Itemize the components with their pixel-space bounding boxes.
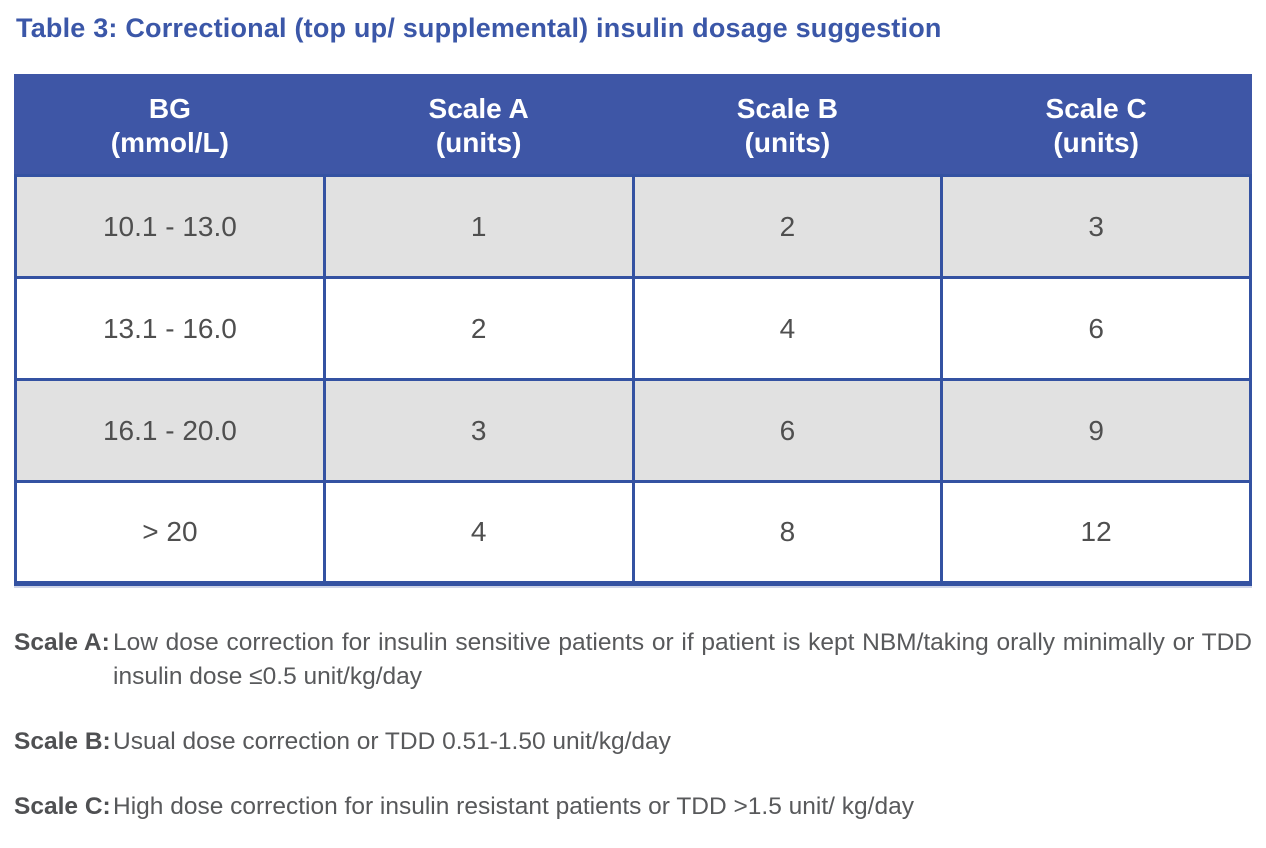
header-scale-c-line2: (units) bbox=[1053, 126, 1139, 158]
header-row: BG (mmol/L) Scale A (units) Scale B (uni… bbox=[14, 74, 1252, 177]
table-row: 10.1 - 13.0 1 2 3 bbox=[14, 174, 1252, 279]
document-page: Table 3: Correctional (top up/ supplemen… bbox=[14, 13, 1252, 824]
note-scale-a-text: Low dose correction for insulin sensitiv… bbox=[113, 629, 1252, 690]
header-bg-line2: (mmol/L) bbox=[110, 126, 229, 158]
cell-bg-range: 13.1 - 16.0 bbox=[14, 276, 326, 381]
note-scale-a: Scale A: Low dose correction for insulin… bbox=[14, 626, 1252, 694]
table-row: 16.1 - 20.0 3 6 9 bbox=[14, 378, 1252, 483]
header-scale-c-line1: Scale C bbox=[1045, 92, 1147, 124]
cell-scale-a-units: 1 bbox=[322, 174, 635, 279]
cell-scale-c-units: 6 bbox=[940, 276, 1252, 381]
cell-scale-a-units: 3 bbox=[322, 378, 635, 483]
column-header-scale-a: Scale A (units) bbox=[322, 74, 635, 177]
table-row: > 20 4 8 12 bbox=[14, 480, 1252, 585]
column-header-scale-c: Scale C (units) bbox=[940, 74, 1252, 177]
cell-bg-range: 10.1 - 13.0 bbox=[14, 174, 326, 279]
header-bg-line1: BG bbox=[148, 92, 191, 124]
column-header-bg: BG (mmol/L) bbox=[14, 74, 326, 177]
note-scale-c-text: High dose correction for insulin resista… bbox=[113, 793, 914, 820]
note-scale-c-label: Scale C: bbox=[14, 793, 111, 820]
cell-scale-c-units: 12 bbox=[940, 480, 1252, 585]
note-scale-b: Scale B: Usual dose correction or TDD 0.… bbox=[14, 725, 1252, 759]
note-scale-b-text: Usual dose correction or TDD 0.51-1.50 u… bbox=[113, 728, 671, 755]
cell-bg-range: 16.1 - 20.0 bbox=[14, 378, 326, 483]
cell-bg-range: > 20 bbox=[14, 480, 326, 585]
cell-scale-b-units: 6 bbox=[631, 378, 944, 483]
note-scale-b-label: Scale B: bbox=[14, 728, 111, 755]
insulin-dosage-table: BG (mmol/L) Scale A (units) Scale B (uni… bbox=[14, 74, 1252, 586]
cell-scale-a-units: 4 bbox=[322, 480, 635, 585]
header-scale-b-line2: (units) bbox=[744, 126, 831, 158]
header-scale-b-line1: Scale B bbox=[736, 92, 838, 124]
footnotes: Scale A: Low dose correction for insulin… bbox=[14, 626, 1252, 824]
cell-scale-b-units: 8 bbox=[631, 480, 944, 585]
cell-scale-a-units: 2 bbox=[322, 276, 635, 381]
cell-scale-b-units: 2 bbox=[631, 174, 944, 279]
column-header-scale-b: Scale B (units) bbox=[631, 74, 944, 177]
cell-scale-c-units: 3 bbox=[940, 174, 1252, 279]
cell-scale-c-units: 9 bbox=[940, 378, 1252, 483]
cell-scale-b-units: 4 bbox=[631, 276, 944, 381]
header-scale-a-line2: (units) bbox=[435, 126, 522, 158]
note-scale-a-label: Scale A: bbox=[14, 629, 110, 656]
table-row: 13.1 - 16.0 2 4 6 bbox=[14, 276, 1252, 381]
header-scale-a-line1: Scale A bbox=[428, 92, 529, 124]
table-caption: Table 3: Correctional (top up/ supplemen… bbox=[16, 13, 942, 43]
note-scale-c: Scale C: High dose correction for insuli… bbox=[14, 790, 1252, 824]
